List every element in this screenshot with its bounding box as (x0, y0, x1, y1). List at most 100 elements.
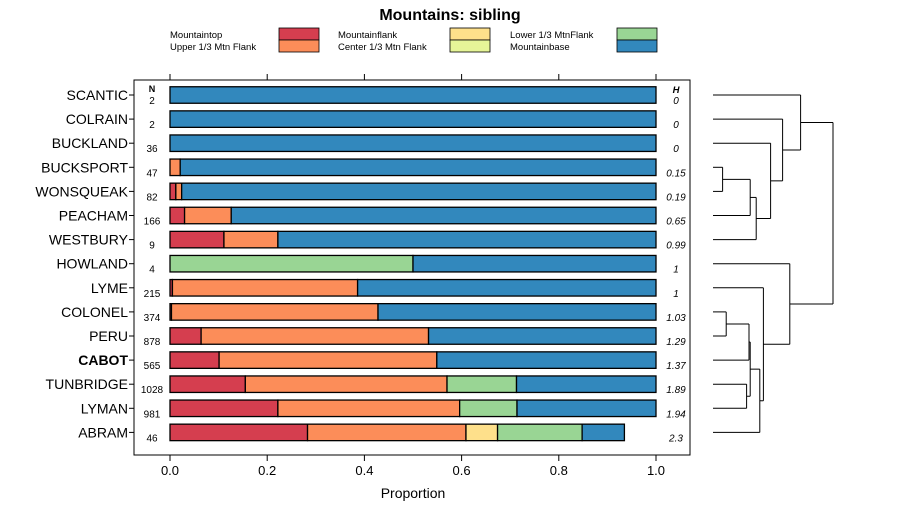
x-tick-label: 0.0 (161, 463, 179, 478)
bar-segment (581, 423, 626, 442)
bar-segment (169, 254, 414, 273)
bar-segment (306, 423, 467, 442)
bar-segment (169, 110, 657, 128)
bar-segment (169, 375, 246, 394)
bar-segment (218, 351, 438, 370)
h-value: 1.89 (666, 385, 686, 396)
h-value: 1.03 (666, 313, 686, 324)
x-tick-label: 0.2 (258, 463, 276, 478)
bar-segment (183, 206, 232, 225)
h-value: 1.29 (666, 337, 686, 348)
bar-segment (169, 158, 181, 177)
n-value: 215 (144, 289, 161, 300)
category-label: WONSQUEAK (35, 183, 128, 199)
legend-swatch-center-1-3-mtn-flank (449, 39, 491, 53)
category-label: PERU (89, 328, 128, 344)
bar-segment (175, 182, 183, 201)
bar-segment (223, 230, 279, 249)
bar-segment (169, 86, 657, 104)
legend-swatch-mountainbase (616, 39, 658, 53)
category-label: ABRAM (78, 424, 128, 440)
n-value: 1028 (141, 385, 164, 396)
h-value: 1 (673, 265, 679, 276)
category-label: BUCKLAND (52, 135, 128, 151)
bar-segment (277, 230, 657, 249)
category-label: TUNBRIDGE (46, 376, 128, 392)
legend-label-upper-1-3-mtn-flank: Upper 1/3 Mtn Flank (170, 42, 256, 53)
n-value: 46 (146, 433, 158, 444)
bar-segment (169, 134, 657, 153)
legend-label-mountaintop: Mountaintop (170, 30, 222, 41)
bar-segment (169, 182, 177, 201)
bar-segment (169, 206, 186, 225)
h-value: 1 (673, 289, 679, 300)
category-label: SCANTIC (67, 87, 128, 103)
h-value: 0.99 (666, 241, 686, 252)
bar-segment (181, 182, 657, 201)
bar-segment (412, 254, 657, 273)
bar-segment (244, 375, 448, 394)
x-tick-label: 0.4 (355, 463, 373, 478)
category-label: LYMAN (81, 400, 128, 416)
n-value: 9 (149, 241, 155, 252)
legend-swatch-lower-1-3-mtnflank (616, 27, 658, 41)
bar-segment (465, 423, 499, 442)
category-label: HOWLAND (56, 256, 128, 272)
bar-segment (169, 399, 279, 418)
bar-segment (496, 423, 583, 442)
h-value: 1.94 (666, 409, 686, 420)
bar-segment (170, 302, 379, 321)
category-label: PEACHAM (59, 208, 128, 224)
bar-segment (516, 399, 657, 418)
plot-panel: 0.0 0.2 0.4 0.6 0.8 1.0 N H SCANTIC 2 0 COLRAIN 2 0 BU… (35, 74, 691, 478)
legend-label-mountainflank: Mountainflank (338, 30, 397, 41)
category-label: LYME (91, 280, 128, 296)
x-tick-label: 1.0 (647, 463, 665, 478)
x-tick-label: 0.6 (453, 463, 471, 478)
n-value: 166 (144, 217, 161, 228)
n-value: 47 (146, 168, 158, 179)
category-label: COLONEL (61, 304, 128, 320)
legend-swatch-mountaintop (278, 27, 320, 41)
n-column-header: N (149, 84, 156, 94)
bar-segment (169, 423, 309, 442)
chart-title: Mountains: sibling (379, 7, 520, 24)
h-column-header: H (673, 85, 681, 96)
category-label: BUCKSPORT (41, 159, 128, 175)
h-value: 0 (673, 144, 679, 155)
x-tick-label: 0.8 (550, 463, 568, 478)
n-value: 981 (144, 409, 161, 420)
x-axis-label: Proportion (381, 485, 446, 501)
legend-swatch-upper-1-3-mtn-flank (278, 39, 320, 53)
bar-segment (171, 278, 359, 297)
category-label: WESTBURY (49, 232, 129, 248)
legend-label-lower-1-3-mtnflank: Lower 1/3 MtnFlank (510, 30, 594, 41)
bar-segment (515, 375, 657, 394)
h-value: 0.65 (666, 217, 686, 228)
bar-segment (356, 278, 657, 297)
bar-segment (277, 399, 461, 418)
category-label: COLRAIN (66, 111, 128, 127)
legend-swatch-mountainflank (449, 27, 491, 41)
h-value: 2.3 (668, 433, 683, 444)
bar-segment (436, 351, 657, 370)
h-value: 0.15 (666, 168, 686, 179)
n-value: 4 (149, 265, 155, 276)
bar-segment (427, 327, 657, 345)
bar-segment (169, 327, 202, 345)
legend-label-mountainbase: Mountainbase (510, 42, 570, 53)
bar-segment (377, 302, 657, 321)
n-value: 374 (144, 313, 161, 324)
legend-label-center-1-3-mtn-flank: Center 1/3 Mtn Flank (338, 42, 427, 53)
h-value: 1.37 (666, 361, 686, 372)
h-value: 0 (673, 96, 679, 107)
n-value: 2 (149, 120, 155, 131)
bar-segment (230, 206, 657, 225)
h-value: 0.19 (666, 192, 686, 203)
n-value: 2 (149, 96, 155, 107)
category-label: CABOT (78, 352, 128, 368)
n-value: 82 (146, 192, 158, 203)
n-value: 565 (144, 361, 161, 372)
h-value: 0 (673, 120, 679, 131)
